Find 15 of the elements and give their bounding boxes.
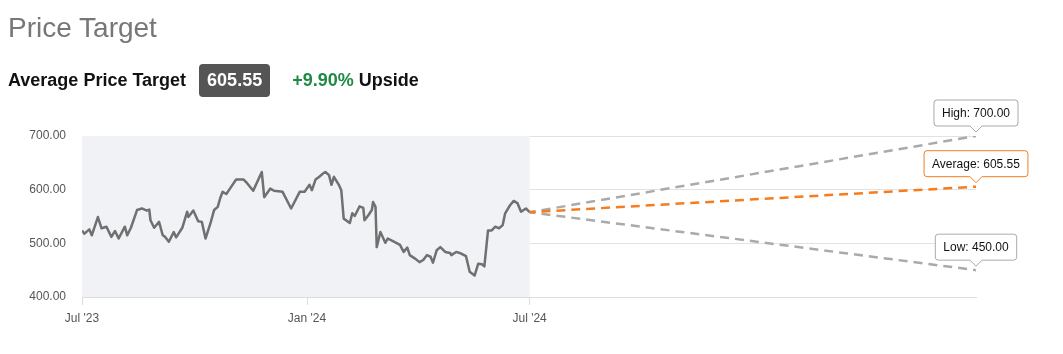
data-label: High: 700.00 <box>941 106 1011 121</box>
text: 605.55 <box>199 64 271 97</box>
y-tick-label: 700.00 <box>29 128 67 143</box>
data-label: Low: 450.00 <box>943 240 1010 255</box>
y-tick-label: 400.00 <box>29 289 67 304</box>
text: +9.90% <box>292 70 354 91</box>
y-tick-label: 500.00 <box>29 235 67 250</box>
data-label: Average: 605.55 <box>932 157 1021 171</box>
x-tick-label: Jul '24 <box>512 310 548 325</box>
chart-title: Price Target <box>8 12 157 44</box>
x-tick-label: Jan '24 <box>287 310 327 325</box>
chart-subtitle: Average Price Target <box>8 70 187 91</box>
text: Upside <box>358 70 419 91</box>
x-tick-label: Jul '23 <box>64 310 100 325</box>
y-tick-label: 600.00 <box>29 181 67 196</box>
